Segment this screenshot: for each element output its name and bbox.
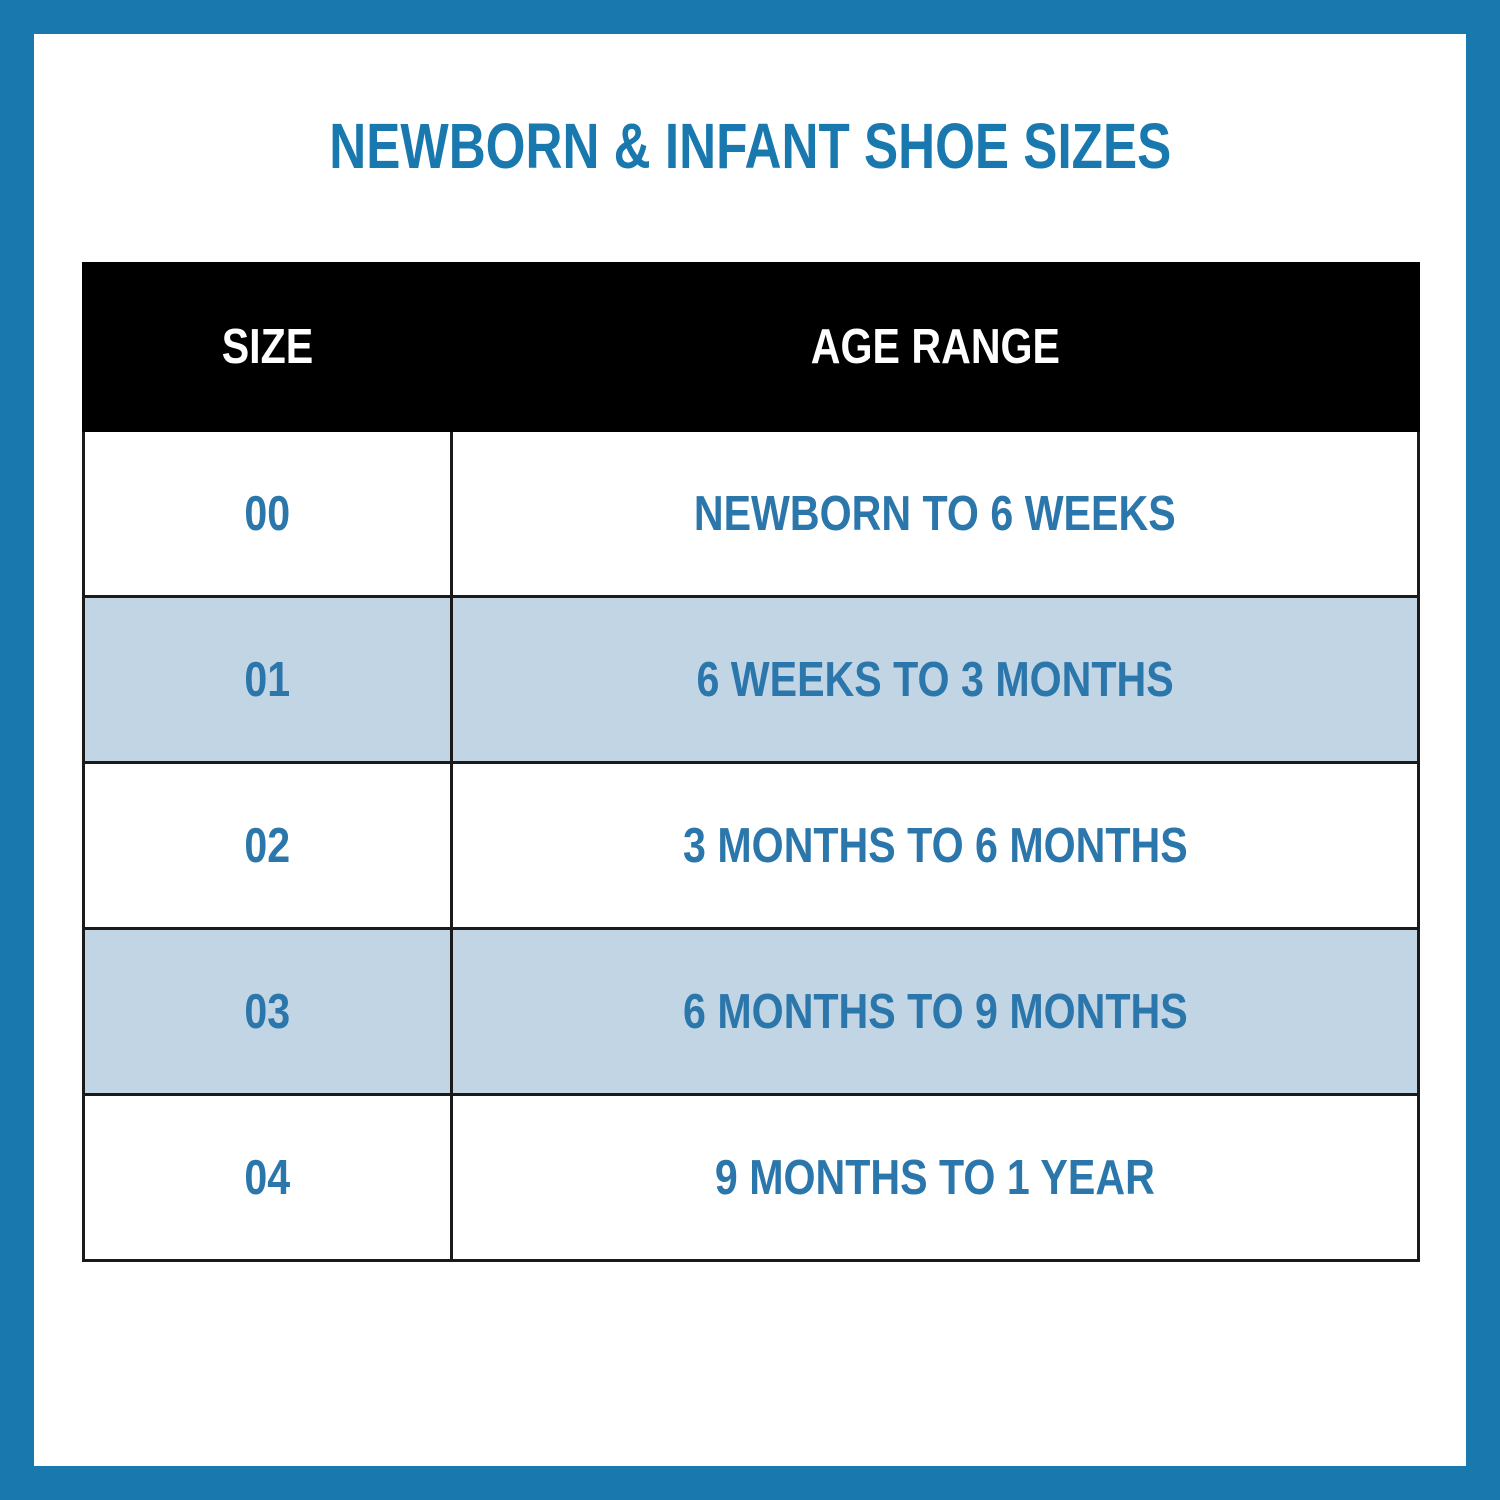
age-range-cell: 6 WEEKS TO 3 MONTHS (450, 595, 1420, 764)
table-row: 04 9 MONTHS TO 1 YEAR (82, 1093, 1420, 1262)
size-cell: 01 (82, 595, 453, 764)
table-row: 01 6 WEEKS TO 3 MONTHS (82, 595, 1420, 764)
age-range-value: 6 MONTHS TO 9 MONTHS (682, 984, 1188, 1039)
header-cell-age-range: AGE RANGE (450, 262, 1420, 432)
size-cell: 04 (82, 1093, 453, 1262)
size-value: 02 (244, 818, 291, 873)
age-range-cell: 3 MONTHS TO 6 MONTHS (450, 761, 1420, 930)
size-value: 04 (244, 1150, 291, 1205)
size-value: 00 (244, 486, 291, 541)
page-title-text: NEWBORN & INFANT SHOE SIZES (329, 110, 1171, 182)
table-row: 02 3 MONTHS TO 6 MONTHS (82, 761, 1420, 930)
table-header-row: SIZE AGE RANGE (82, 262, 1420, 432)
page-title: NEWBORN & INFANT SHOE SIZES (34, 114, 1466, 178)
size-cell: 00 (82, 429, 453, 598)
header-cell-size: SIZE (82, 262, 453, 432)
header-age-range-label: AGE RANGE (810, 320, 1060, 374)
age-range-cell: NEWBORN TO 6 WEEKS (450, 429, 1420, 598)
header-size-label: SIZE (221, 320, 314, 374)
size-value: 01 (244, 652, 291, 707)
table-row: 00 NEWBORN TO 6 WEEKS (82, 429, 1420, 598)
size-cell: 02 (82, 761, 453, 930)
age-range-value: 9 MONTHS TO 1 YEAR (715, 1150, 1155, 1205)
age-range-cell: 9 MONTHS TO 1 YEAR (450, 1093, 1420, 1262)
age-range-value: 3 MONTHS TO 6 MONTHS (682, 818, 1188, 873)
age-range-value: 6 WEEKS TO 3 MONTHS (696, 652, 1174, 707)
table-row: 03 6 MONTHS TO 9 MONTHS (82, 927, 1420, 1096)
size-chart-table: SIZE AGE RANGE 00 NEWBORN TO 6 WEEKS 01 (82, 262, 1420, 1262)
size-value: 03 (244, 984, 291, 1039)
age-range-value: NEWBORN TO 6 WEEKS (694, 486, 1176, 541)
age-range-cell: 6 MONTHS TO 9 MONTHS (450, 927, 1420, 1096)
size-cell: 03 (82, 927, 453, 1096)
